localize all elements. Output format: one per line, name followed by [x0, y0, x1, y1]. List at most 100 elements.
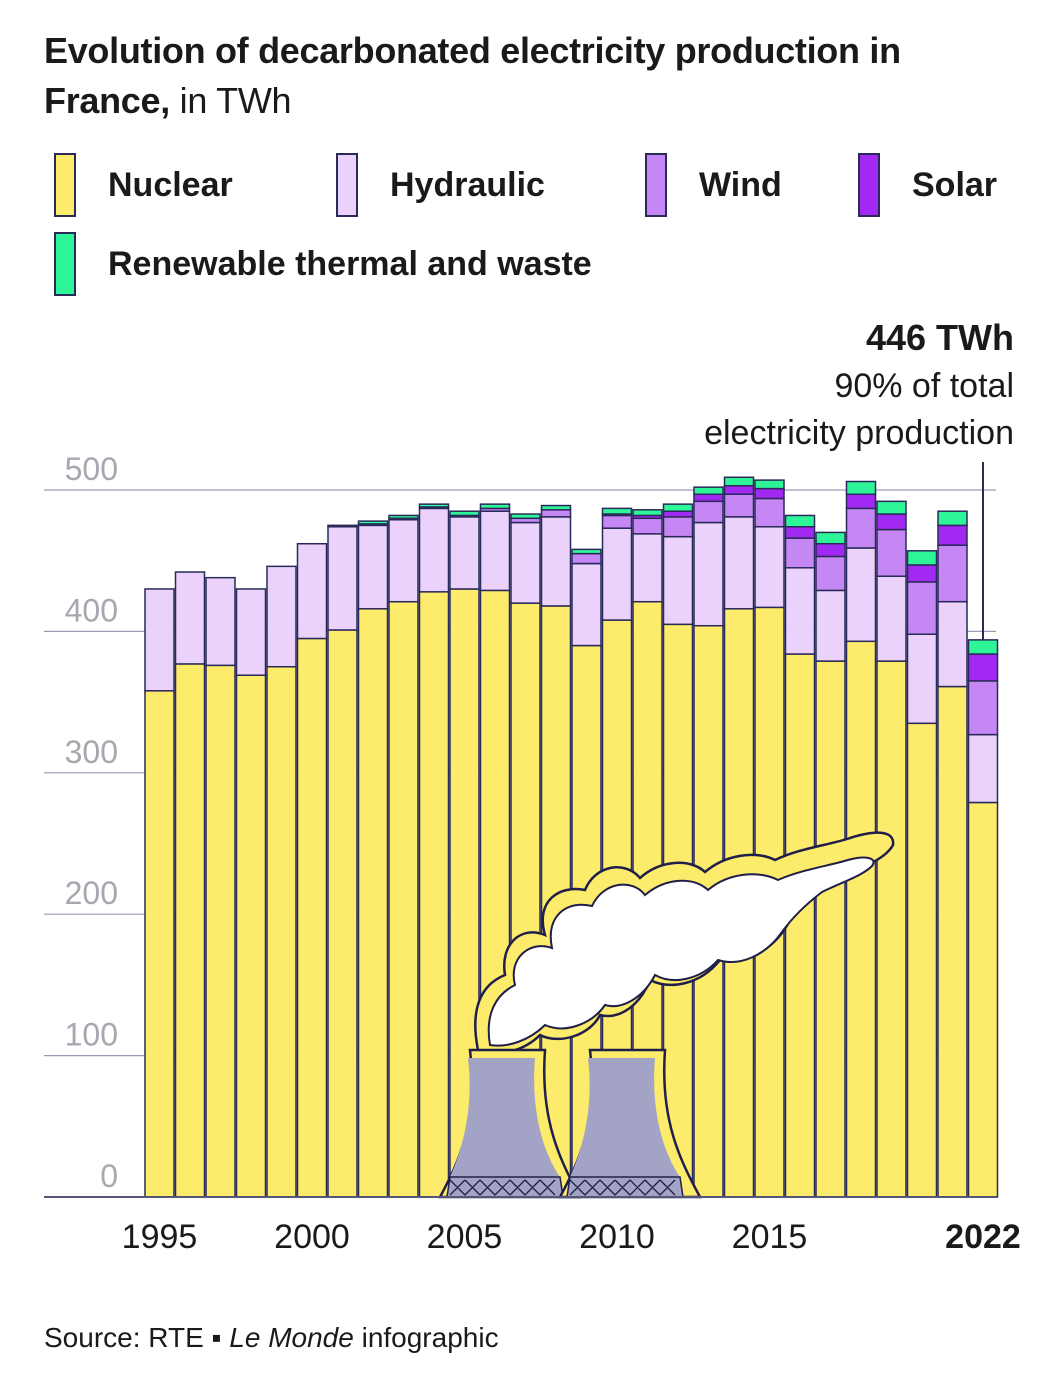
x-axis-tick-labels: 1995 2000 2005 2010 2015 2022 [122, 1218, 1021, 1256]
bar-1997-nuclear [205, 664, 236, 1198]
bar-2010-hydraulic [601, 527, 633, 621]
bar-2011-renewable-thermal-and-waste [632, 509, 663, 517]
y-tick-label: 400 [65, 592, 118, 628]
y-tick-label: 500 [65, 451, 118, 487]
bar-2004-nuclear [418, 591, 450, 1198]
bar-2019-nuclear [876, 660, 907, 1198]
bar-2012-solar [662, 510, 694, 518]
bar-2013-solar [693, 493, 724, 503]
bar-2021-wind [937, 544, 968, 603]
bar-2017-wind [815, 555, 846, 592]
source-publication: Le Monde [229, 1322, 354, 1353]
bar-2022-solar [967, 653, 999, 682]
x-tick-label-2010: 2010 [579, 1218, 655, 1256]
bar-2007-hydraulic [510, 521, 541, 604]
legend-label-renewable-thermal: Renewable thermal and waste [108, 244, 592, 283]
bar-2016-renewable-thermal-and-waste [784, 514, 816, 528]
bar-2001-hydraulic [327, 526, 358, 631]
legend-label-nuclear: Nuclear [108, 165, 233, 204]
source-prefix: Source: RTE ▪ [44, 1322, 222, 1353]
bar-2003-nuclear [388, 600, 419, 1198]
bar-2021-nuclear [937, 685, 968, 1198]
bar-2009-hydraulic [571, 562, 602, 647]
legend-item-renewable-thermal: Renewable thermal and waste [54, 231, 592, 297]
x-tick-label-2005: 2005 [427, 1218, 503, 1256]
bar-1995-hydraulic [144, 588, 175, 692]
bar-2015-hydraulic [754, 526, 785, 609]
bar-2008-wind [540, 509, 572, 518]
y-tick-label: 200 [65, 875, 118, 911]
bar-2016-nuclear [784, 653, 816, 1198]
bar-2020-renewable-thermal-and-waste [906, 550, 938, 566]
bar-2018-hydraulic [845, 547, 877, 643]
y-tick-label: 0 [100, 1158, 118, 1194]
bar-2015-solar [754, 487, 785, 500]
bar-2005-renewable-thermal-and-waste [449, 510, 480, 517]
x-tick-label-1995: 1995 [122, 1218, 198, 1256]
bar-2000-nuclear [296, 637, 328, 1198]
bar-1999-nuclear [266, 666, 297, 1198]
bar-1995-nuclear [144, 690, 175, 1198]
bar-2006-renewable-thermal-and-waste [479, 503, 511, 510]
bar-2010-renewable-thermal-and-waste [601, 507, 633, 515]
cooling-tower-left [437, 1048, 583, 1199]
bar-2016-solar [784, 526, 816, 539]
bar-2013-wind [693, 500, 724, 524]
bar-1998-nuclear [235, 674, 267, 1198]
x-tick-label-2000: 2000 [274, 1218, 350, 1256]
bar-2019-solar [876, 513, 907, 531]
y-axis-tick-labels: 0 100 200 300 400 500 [65, 451, 118, 1194]
x-tick-label-2015: 2015 [732, 1218, 808, 1256]
x-tick-label-2022: 2022 [945, 1218, 1021, 1256]
bar-2016-hydraulic [784, 567, 816, 655]
bar-2015-wind [754, 497, 785, 528]
bar-2002-hydraulic [357, 524, 389, 610]
annotation-line-1: 90% of total [834, 367, 1014, 405]
bar-2017-nuclear [815, 660, 846, 1198]
bar-2021-hydraulic [937, 600, 968, 688]
bar-2001-nuclear [327, 629, 358, 1198]
bar-2017-hydraulic [815, 589, 846, 662]
bar-2000-hydraulic [296, 542, 328, 640]
bar-2003-renewable-thermal-and-waste [388, 514, 419, 520]
bar-2004-renewable-thermal-and-waste [418, 503, 450, 508]
bar-2008-hydraulic [540, 516, 572, 607]
bar-2013-hydraulic [693, 521, 724, 627]
bar-2022-nuclear [967, 801, 999, 1198]
bar-2009-renewable-thermal-and-waste [571, 548, 602, 555]
bar-2003-hydraulic [388, 518, 419, 603]
y-tick-label: 300 [65, 734, 118, 770]
legend-item-nuclear: Nuclear [54, 152, 233, 218]
chart-title: Evolution of decarbonated electricity pr… [44, 26, 1024, 126]
annotation-value: 446 TWh [866, 317, 1014, 358]
legend-item-solar: Solar [858, 152, 997, 218]
bar-2012-wind [662, 516, 694, 538]
bar-2002-nuclear [357, 608, 389, 1198]
bar-2020-hydraulic [906, 633, 938, 725]
bar-2019-renewable-thermal-and-waste [876, 500, 907, 515]
legend-swatch-nuclear [54, 153, 76, 217]
legend-label-wind: Wind [699, 165, 782, 204]
bar-2011-hydraulic [632, 533, 663, 603]
bar-1999-hydraulic [266, 565, 297, 668]
bar-2009-wind [571, 552, 602, 565]
bar-2017-solar [815, 542, 846, 558]
bar-2020-wind [906, 581, 938, 635]
bar-1996-hydraulic [174, 571, 206, 665]
bar-2004-hydraulic [418, 507, 450, 593]
bar-2018-solar [845, 493, 877, 510]
chart-title-unit: in TWh [179, 80, 292, 121]
steam-plume-illustration [474, 831, 895, 1055]
legend-swatch-hydraulic [336, 153, 358, 217]
legend-item-hydraulic: Hydraulic [336, 152, 545, 218]
bar-2022-wind [967, 680, 999, 736]
bar-2018-renewable-thermal-and-waste [845, 480, 877, 495]
bar-2022-hydraulic [967, 733, 999, 804]
bar-2021-renewable-thermal-and-waste [937, 510, 968, 527]
bar-1996-nuclear [174, 663, 206, 1198]
bar-2010-wind [601, 514, 633, 529]
legend-label-hydraulic: Hydraulic [390, 165, 545, 204]
bar-2018-wind [845, 507, 877, 549]
bar-2020-nuclear [906, 722, 938, 1198]
bar-2021-solar [937, 524, 968, 546]
